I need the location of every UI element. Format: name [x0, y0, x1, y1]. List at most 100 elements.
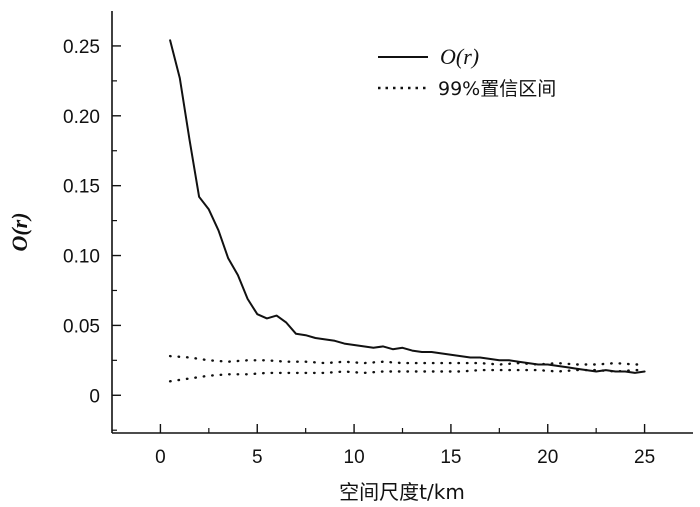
or-point: [411, 350, 413, 352]
ci-point: [615, 362, 617, 364]
ci-point: [421, 362, 423, 364]
or-point: [392, 348, 394, 350]
ci-point: [382, 361, 384, 363]
or-point: [256, 313, 258, 315]
ci-point: [421, 371, 423, 373]
legend: O(r) 99%置信区间: [378, 44, 556, 100]
x-tick-label: 20: [537, 447, 558, 468]
ci-point: [615, 371, 617, 373]
ci-point: [634, 364, 636, 366]
ci-point: [286, 372, 288, 374]
ci-point: [382, 371, 384, 373]
or-point: [382, 346, 384, 348]
ci-point: [576, 369, 578, 371]
ci-point: [344, 361, 346, 363]
or-point: [431, 351, 433, 353]
or-point: [344, 343, 346, 345]
or-point: [499, 360, 501, 362]
x-tick-label: 10: [344, 447, 365, 468]
or-point: [198, 196, 200, 198]
y-tick-label: 0.05: [63, 316, 100, 337]
ci-point: [557, 362, 559, 364]
x-tick-label: 0: [155, 447, 166, 468]
ci-point: [266, 372, 268, 374]
or-point: [353, 344, 355, 346]
x-ticks: 0 5 10 15 20 25: [155, 424, 655, 468]
ci-point: [363, 372, 365, 374]
or-series-line: [169, 39, 646, 374]
ci-point: [634, 369, 636, 371]
legend-label-or: O(r): [440, 44, 479, 69]
ci-point: [227, 374, 229, 376]
ci-point: [402, 371, 404, 373]
ci-point: [247, 360, 249, 362]
or-point: [237, 274, 239, 276]
or-point: [334, 340, 336, 342]
ci-point: [499, 369, 501, 371]
y-tick-label: 0.25: [63, 37, 100, 58]
or-point: [305, 334, 307, 336]
ci-point: [440, 371, 442, 373]
ci-point: [576, 364, 578, 366]
ci-point: [518, 369, 520, 371]
ci-point: [479, 369, 481, 371]
or-point: [557, 365, 559, 367]
x-tick-label: 15: [440, 447, 461, 468]
or-point: [363, 346, 365, 348]
or-point: [508, 360, 510, 362]
x-tick-label: 25: [634, 447, 655, 468]
y-tick-label: 0.10: [63, 247, 100, 268]
ci-point: [537, 369, 539, 371]
ci-point: [227, 361, 229, 363]
ci-bound-line-1: [168, 354, 646, 366]
ci-point: [247, 374, 249, 376]
or-point: [373, 347, 375, 349]
y-tick-label: 0: [89, 386, 100, 407]
x-tick-label: 5: [252, 447, 263, 468]
ci-point: [208, 375, 210, 377]
or-point: [644, 371, 646, 373]
ci-point: [208, 360, 210, 362]
y-axis-title: O(r): [7, 212, 32, 251]
ci-point: [286, 361, 288, 363]
ci-point: [644, 369, 646, 371]
y-tick-label: 0.20: [63, 107, 100, 128]
ci-point: [557, 371, 559, 373]
or-point: [479, 357, 481, 359]
or-point: [634, 372, 636, 374]
ci-point: [169, 355, 171, 357]
ci-point: [595, 364, 597, 366]
x-axis-title: 空间尺度t/km: [339, 480, 465, 504]
y-ticks: 0 0.05 0.10 0.15 0.20 0.25: [63, 37, 121, 431]
ci-point: [499, 364, 501, 366]
ci-point: [402, 362, 404, 364]
ci-bound-line-2: [168, 368, 646, 383]
or-point: [218, 230, 220, 232]
ci-point: [266, 360, 268, 362]
or-point: [276, 315, 278, 317]
ci-point: [460, 371, 462, 373]
series-layer: [168, 39, 646, 383]
or-point: [295, 333, 297, 335]
or-point: [421, 351, 423, 353]
or-point: [189, 139, 191, 141]
ci-point: [537, 364, 539, 366]
y-tick-label: 0.15: [63, 177, 100, 198]
or-point: [469, 357, 471, 359]
ci-point: [479, 362, 481, 364]
or-point: [227, 258, 229, 260]
or-point: [179, 77, 181, 79]
ci-point: [169, 380, 171, 382]
ci-point: [644, 364, 646, 366]
ci-point: [305, 372, 307, 374]
legend-label-ci: 99%置信区间: [438, 78, 556, 100]
or-point: [266, 318, 268, 320]
or-point: [450, 354, 452, 356]
or-point: [440, 353, 442, 355]
or-point: [547, 364, 549, 366]
or-point: [324, 339, 326, 341]
ci-point: [189, 357, 191, 359]
or-point: [460, 355, 462, 357]
or-point: [402, 347, 404, 349]
